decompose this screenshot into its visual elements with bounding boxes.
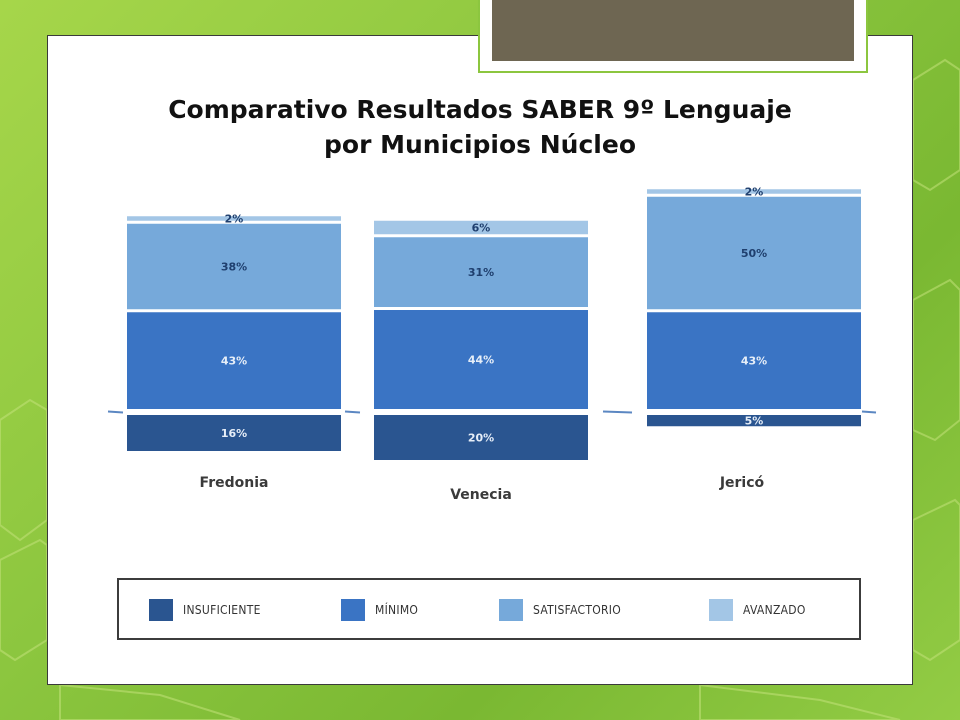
bar-segment-minimo <box>647 312 861 409</box>
legend-swatch-satisfactorio <box>499 599 523 621</box>
data-label-satisfactorio: 50% <box>741 247 767 260</box>
bar-segment-satisfactorio <box>374 237 588 307</box>
data-label-minimo: 44% <box>468 354 494 367</box>
bar-segment-insuficiente <box>374 415 588 460</box>
slide-tab-decoration <box>478 0 868 73</box>
bar-segment-satisfactorio <box>647 196 861 310</box>
chart-legend: INSUFICIENTE MÍNIMO SATISFACTORIO AVANZA… <box>117 578 861 640</box>
category-label: Fredonia <box>200 475 269 491</box>
data-label-satisfactorio: 38% <box>221 261 247 274</box>
bar-segment-minimo <box>127 312 341 409</box>
legend-swatch-avanzado <box>709 599 733 621</box>
bar-segment-minimo <box>374 310 588 409</box>
legend-label-minimo: MÍNIMO <box>375 603 419 617</box>
data-label-satisfactorio: 31% <box>468 266 494 279</box>
data-label-insuficiente: 5% <box>745 415 764 428</box>
baseline-segment <box>602 410 633 414</box>
legend-item-minimo: MÍNIMO <box>341 599 423 621</box>
bar-segment-avanzado <box>127 216 341 221</box>
chart-title: Comparativo Resultados SABER 9º Lenguaje… <box>47 92 913 162</box>
bar-segment-insuficiente <box>127 415 341 451</box>
baseline-segment <box>861 410 877 414</box>
data-label-minimo: 43% <box>221 355 247 368</box>
data-label-insuficiente: 16% <box>221 427 247 440</box>
legend-label-insuficiente: INSUFICIENTE <box>183 603 261 617</box>
data-label-avanzado: 6% <box>472 222 491 235</box>
chart-title-line-2: por Municipios Núcleo <box>324 130 636 159</box>
bar-segment-insuficiente <box>647 415 861 427</box>
bar-segment-satisfactorio <box>127 223 341 310</box>
legend-swatch-minimo <box>341 599 365 621</box>
legend-item-avanzado: AVANZADO <box>709 599 813 621</box>
legend-item-satisfactorio: SATISFACTORIO <box>499 599 631 621</box>
data-label-avanzado: 2% <box>225 213 244 226</box>
category-label: Venecia <box>450 487 512 503</box>
chart-title-line-1: Comparativo Resultados SABER 9º Lenguaje <box>168 95 792 124</box>
bar-segment-avanzado <box>647 189 861 194</box>
data-label-avanzado: 2% <box>745 186 764 199</box>
legend-label-satisfactorio: SATISFACTORIO <box>533 603 622 617</box>
category-label: Jericó <box>719 475 765 491</box>
legend-label-avanzado: AVANZADO <box>743 603 806 617</box>
bar-segment-avanzado <box>374 220 588 235</box>
slide-tab-fill <box>492 0 854 61</box>
baseline-segment <box>344 410 361 414</box>
data-label-minimo: 43% <box>741 355 767 368</box>
baseline-segment <box>107 410 124 414</box>
legend-swatch-insuficiente <box>149 599 173 621</box>
legend-item-insuficiente: INSUFICIENTE <box>149 599 269 621</box>
data-label-insuficiente: 20% <box>468 432 494 445</box>
